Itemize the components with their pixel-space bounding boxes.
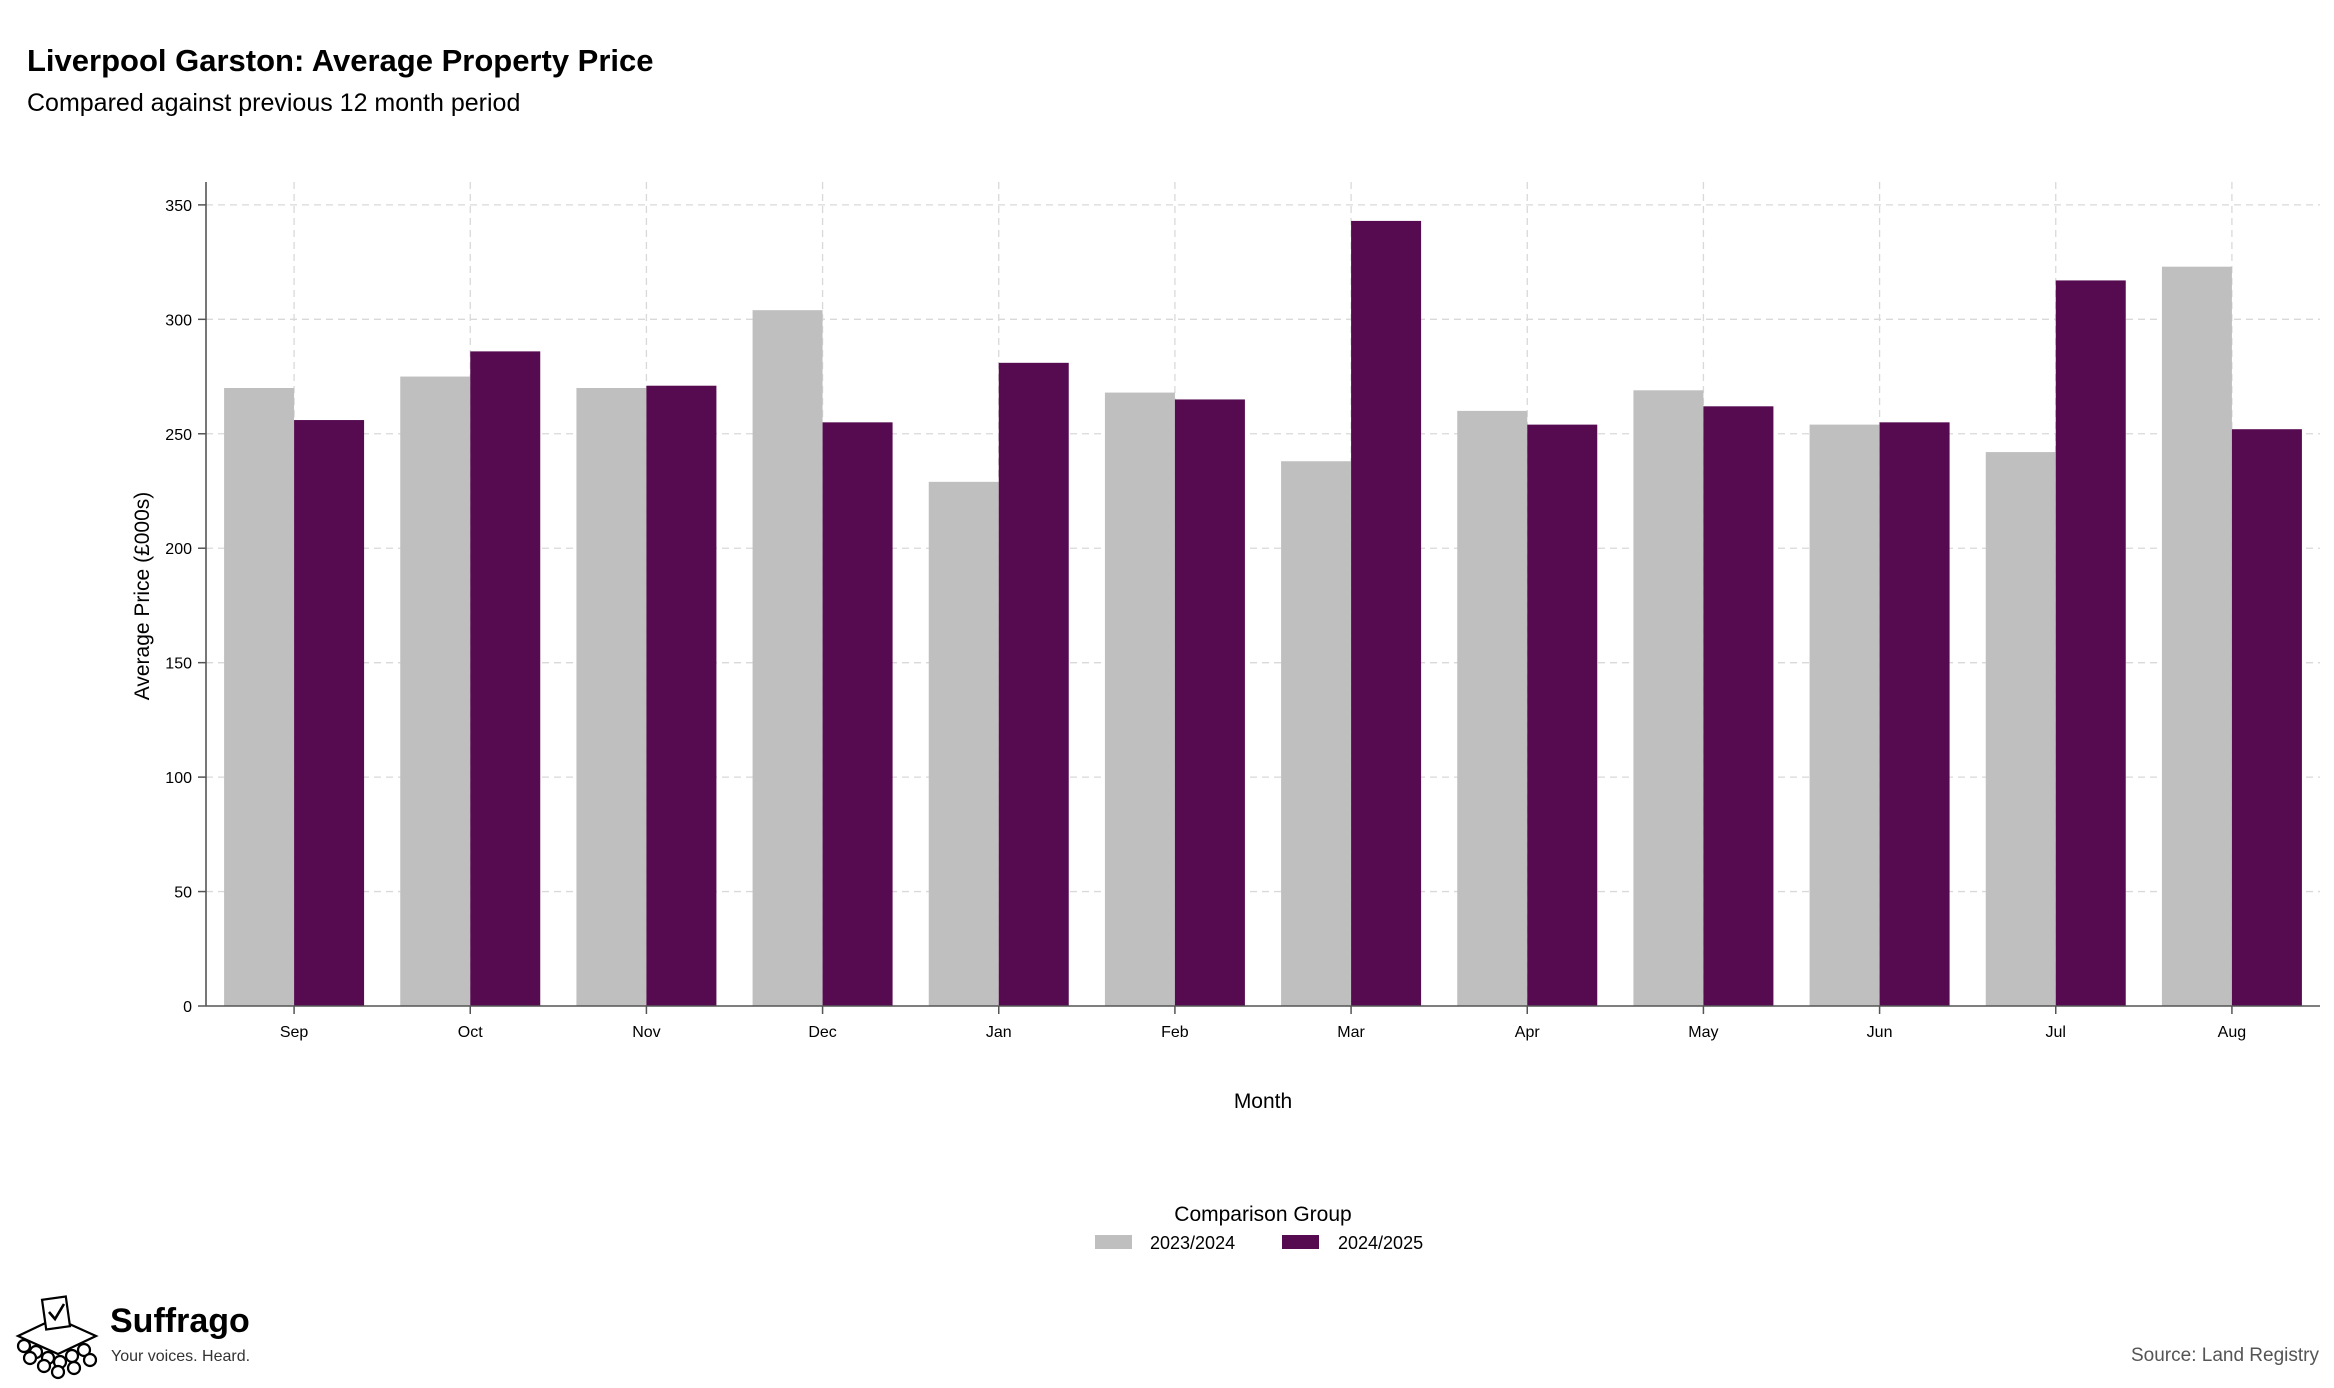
ballot-box-icon [15, 1295, 99, 1380]
legend-label-2023-2024: 2023/2024 [1150, 1233, 1235, 1253]
bar-2023-2024-jul [1985, 452, 2056, 1007]
plot-area: 0 50 100 150 200 250 300 350 Sep Oct Nov Dec Jan Feb M… [165, 182, 2320, 1041]
bar-2023-2024-jan [928, 481, 999, 1006]
y-tick-label: 100 [165, 770, 192, 787]
axes [198, 182, 2320, 1014]
tick-labels: 0 50 100 150 200 250 300 350 Sep Oct Nov Dec Jan Feb M… [165, 198, 2246, 1041]
bar-2024-2025-dec [822, 422, 893, 1006]
legend: Comparison Group 2023/2024 2024/2025 [1095, 1203, 1423, 1253]
bar-2023-2024-jun [1809, 424, 1880, 1007]
brand-tagline: Your voices. Heard. [111, 1348, 250, 1365]
bar-2024-2025-mar [1351, 220, 1422, 1006]
bar-2023-2024-sep [224, 388, 295, 1006]
legend-label-2024-2025: 2024/2025 [1338, 1233, 1423, 1253]
brand-logo: Suffrago Your voices. Heard. [15, 1295, 250, 1380]
x-tick-label: Nov [632, 1024, 660, 1041]
bar-2023-2024-aug [2161, 266, 2232, 1006]
legend-swatch-2023-2024 [1095, 1235, 1132, 1249]
x-tick-label: Jan [986, 1024, 1012, 1041]
bar-2024-2025-jun [1879, 422, 1950, 1006]
bar-2024-2025-jul [2055, 280, 2126, 1006]
y-tick-label: 50 [174, 885, 192, 902]
x-tick-label: May [1688, 1024, 1718, 1041]
bar-2024-2025-nov [646, 385, 717, 1006]
chart-subtitle: Compared against previous 12 month perio… [27, 89, 520, 117]
y-tick-label: 200 [165, 541, 192, 558]
bar-2023-2024-dec [752, 310, 823, 1007]
bars [224, 220, 2302, 1007]
x-tick-label: Jul [2046, 1024, 2066, 1041]
bar-2024-2025-sep [294, 420, 365, 1006]
bar-2024-2025-jan [998, 362, 1069, 1006]
y-tick-label: 350 [165, 198, 192, 215]
x-tick-label: Feb [1161, 1024, 1189, 1041]
bar-2023-2024-feb [1104, 392, 1175, 1007]
brand-name: Suffrago [110, 1302, 250, 1340]
x-tick-label: Oct [458, 1024, 483, 1041]
bar-2024-2025-may [1703, 406, 1774, 1006]
x-axis-title: Month [1234, 1090, 1292, 1113]
chart-title: Liverpool Garston: Average Property Pric… [27, 43, 654, 78]
x-tick-label: Sep [280, 1024, 309, 1041]
bar-2023-2024-apr [1457, 410, 1528, 1006]
bar-2023-2024-oct [400, 376, 471, 1006]
x-tick-label: Aug [2218, 1024, 2246, 1041]
bar-2023-2024-nov [576, 388, 647, 1006]
y-tick-label: 150 [165, 656, 192, 673]
source-note: Source: Land Registry [2131, 1345, 2319, 1366]
x-tick-label: Jun [1867, 1024, 1893, 1041]
x-tick-label: Mar [1337, 1024, 1365, 1041]
bar-2023-2024-mar [1281, 461, 1352, 1006]
bar-2024-2025-feb [1174, 399, 1245, 1006]
x-tick-label: Dec [808, 1024, 836, 1041]
y-tick-label: 250 [165, 427, 192, 444]
bar-2023-2024-may [1633, 390, 1704, 1006]
bar-2024-2025-aug [2231, 429, 2302, 1006]
y-axis-title: Average Price (£000s) [131, 492, 154, 701]
y-tick-label: 0 [183, 999, 192, 1016]
x-tick-label: Apr [1515, 1024, 1541, 1041]
y-tick-label: 300 [165, 312, 192, 329]
legend-title: Comparison Group [1174, 1203, 1351, 1226]
bar-2024-2025-oct [470, 351, 541, 1006]
legend-swatch-2024-2025 [1282, 1235, 1319, 1249]
bar-2024-2025-apr [1527, 424, 1598, 1007]
